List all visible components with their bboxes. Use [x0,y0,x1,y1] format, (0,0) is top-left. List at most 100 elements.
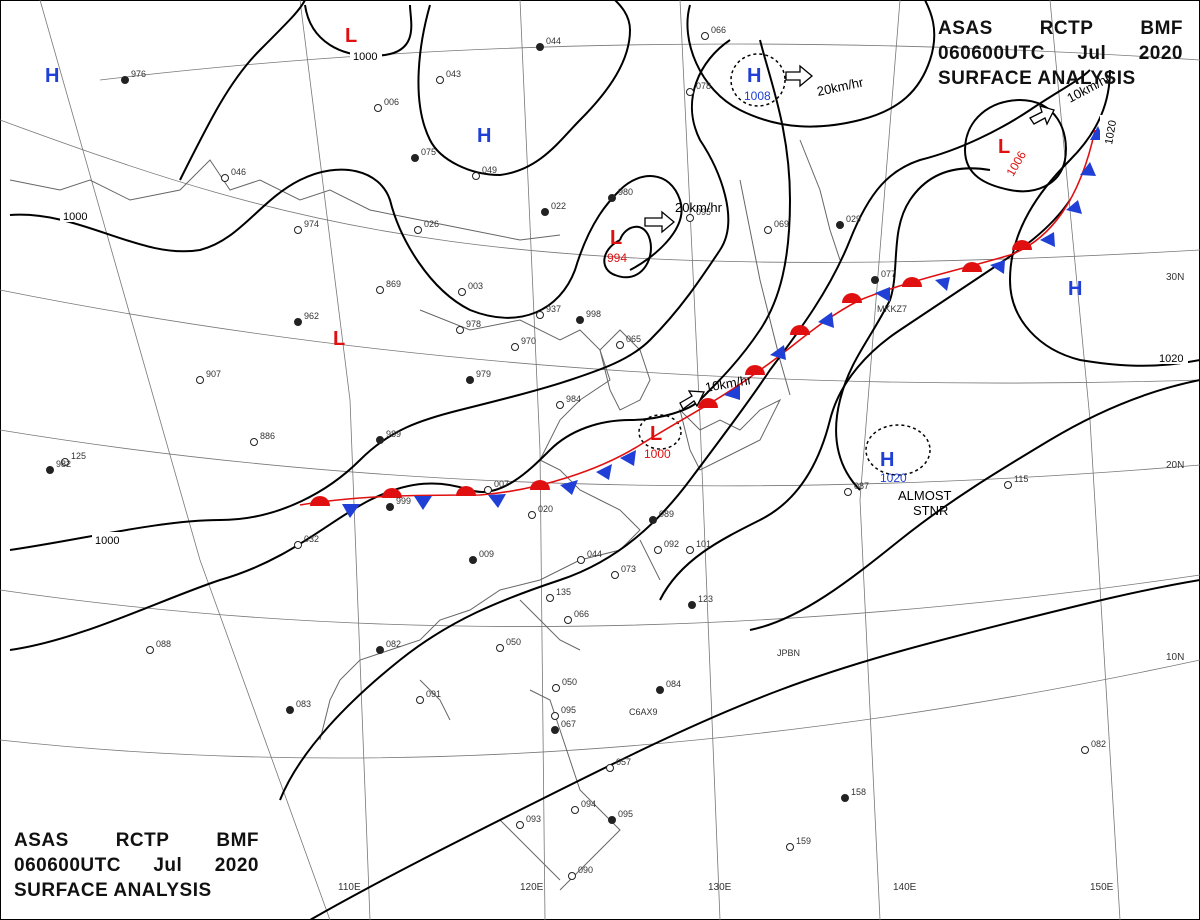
station-pressure: 094 [581,799,596,809]
station-circle [46,466,54,474]
lon-label: 150E [1090,882,1114,893]
station-pressure: 020 [538,504,553,514]
lon-label: 110E [338,882,361,893]
station-circle [541,208,549,216]
header-title: SURFACE ANALYSIS [14,880,212,901]
high-center: H [747,65,761,87]
coastlines [9,139,841,891]
header-agency: ASAS [938,18,993,39]
station-circle [511,343,519,351]
movement-arrow [644,210,676,234]
dashed-isobars [638,53,931,476]
station-circle [686,214,694,222]
station-pressure: 095 [561,705,576,715]
header-year: 2020 [214,855,259,876]
header-code: BMF [1140,18,1183,39]
chart-header-bottom: ASAS RCTP BMF 060600UTC Jul 2020 SURFACE… [14,828,259,903]
station-pressure: 050 [506,637,521,647]
station-pressure: 998 [586,309,601,319]
station-pressure: 032 [304,534,319,544]
station-circle [466,376,474,384]
movement-arrows: 20km/hr 20km/hr 10km/hr 10km/hr [644,64,1113,410]
station-pressure: 095 [618,809,633,819]
header-code: BMF [216,830,259,851]
station-pressure: 970 [521,336,536,346]
station-circle [568,872,576,880]
station-circle [528,511,536,519]
station-pressure: 125 [71,451,86,461]
station-pressure: 989 [386,429,401,439]
header-year: 2020 [1138,43,1183,64]
high-center: H [880,449,894,471]
ship-id: JPBN [777,648,800,658]
station-circle [146,646,154,654]
station-pressure: 084 [666,679,681,689]
station-circle [564,616,572,624]
station-pressure: 123 [698,594,713,604]
station-pressure: 050 [562,677,577,687]
station-pressure: 009 [479,549,494,559]
station-pressure: 999 [396,496,411,506]
ship-id: C6AX9 [629,707,658,717]
station-circle [656,686,664,694]
ship-id: MKKZ7 [877,304,907,314]
header-month: Jul [153,855,183,876]
header-time: 060600UTC [938,43,1045,64]
header-time: 060600UTC [14,855,121,876]
station-circle [576,316,584,324]
station-circle [536,311,544,319]
station-pressure: 089 [659,509,674,519]
graticule-labels: 110E 120E 130E 140E 150E 30N 20N 10N [338,272,1184,893]
station-pressure: 937 [546,304,561,314]
station-circle [374,104,382,112]
header-agency: ASAS [14,830,69,851]
station-pressure: 043 [446,69,461,79]
station-pressure: 077 [881,269,896,279]
station-circle [456,326,464,334]
station-pressure: 101 [696,539,711,549]
high-center: H [1068,278,1082,300]
low-pressure-value: 1000 [644,447,671,461]
station-circle [871,276,879,284]
warm-front-markers [310,240,1032,506]
station-pressure: 087 [854,481,869,491]
station-plots: 044 066 078 976 043 006 075 046 049 022 026 974 980 0… [46,25,1106,880]
movement-speed: 20km/hr [816,74,866,99]
station-circle [686,88,694,96]
station-circle [496,644,504,652]
station-circle [1004,481,1012,489]
low-pressure-value: 994 [607,251,627,265]
lat-label: 20N [1166,460,1184,471]
lon-label: 120E [520,882,544,893]
header-month: Jul [1077,43,1107,64]
station-circle [556,401,564,409]
isobar-label: 1000 [353,51,377,63]
lat-label: 10N [1166,652,1184,663]
station-pressure: 082 [386,639,401,649]
station-pressure: 078 [696,81,711,91]
station-circle [686,546,694,554]
station-circle [411,154,419,162]
station-pressure: 066 [711,25,726,35]
low-center: L [610,227,622,249]
lon-label: 130E [708,882,732,893]
station-pressure: 982 [56,459,71,469]
station-circle [611,571,619,579]
station-pressure: 869 [386,279,401,289]
station-pressure: 974 [304,219,319,229]
station-pressure: 158 [851,787,866,797]
station-circle [551,726,559,734]
station-pressure: 006 [384,97,399,107]
station-pressure: 886 [260,431,275,441]
station-circle [764,226,772,234]
station-circle [536,43,544,51]
station-circle [414,226,422,234]
station-pressure: 029 [846,214,861,224]
station-circle [472,172,480,180]
movement-speed: 20km/hr [675,200,723,215]
station-circle [436,76,444,84]
station-circle [606,764,614,772]
station-circle [516,821,524,829]
